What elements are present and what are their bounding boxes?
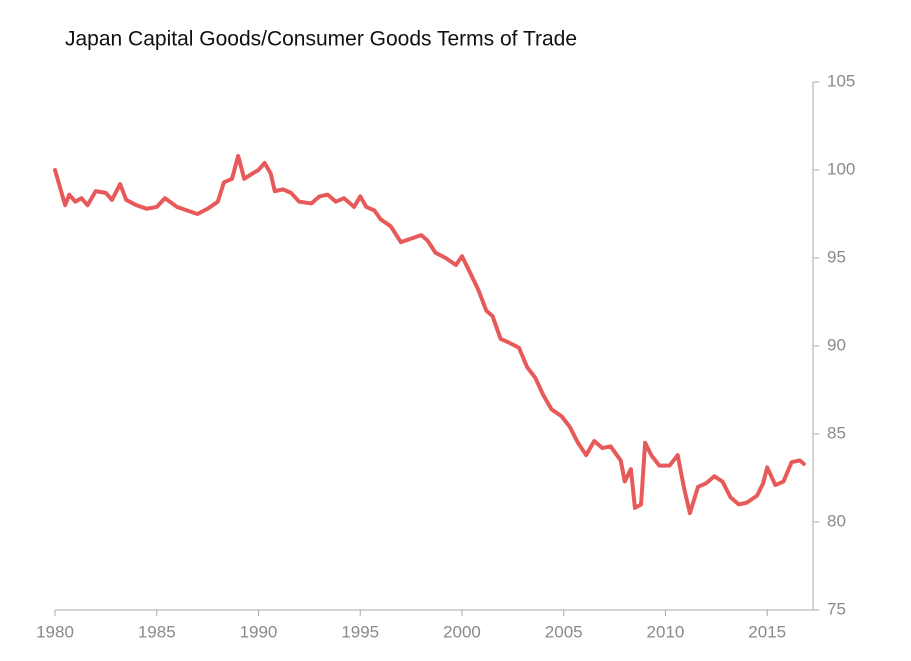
x-tick-label: 2000 — [443, 622, 481, 641]
x-tick-label: 1995 — [341, 622, 379, 641]
y-tick-label: 95 — [827, 247, 846, 266]
data-line — [53, 153, 806, 516]
chart-title: Japan Capital Goods/Consumer Goods Terms… — [65, 28, 577, 51]
x-tick-label: 2010 — [647, 622, 685, 641]
y-tick-label: 85 — [827, 423, 846, 442]
y-tick-label: 105 — [827, 71, 855, 90]
y-tick-label: 75 — [827, 599, 846, 618]
x-tick-label: 1980 — [36, 622, 74, 641]
y-tick-label: 80 — [827, 511, 846, 530]
x-tick-label: 1985 — [138, 622, 176, 641]
x-tick-label: 2005 — [545, 622, 583, 641]
y-tick-label: 100 — [827, 159, 855, 178]
x-tick-label: 2015 — [748, 622, 786, 641]
y-tick-label: 90 — [827, 335, 846, 354]
x-tick-label: 1990 — [240, 622, 278, 641]
